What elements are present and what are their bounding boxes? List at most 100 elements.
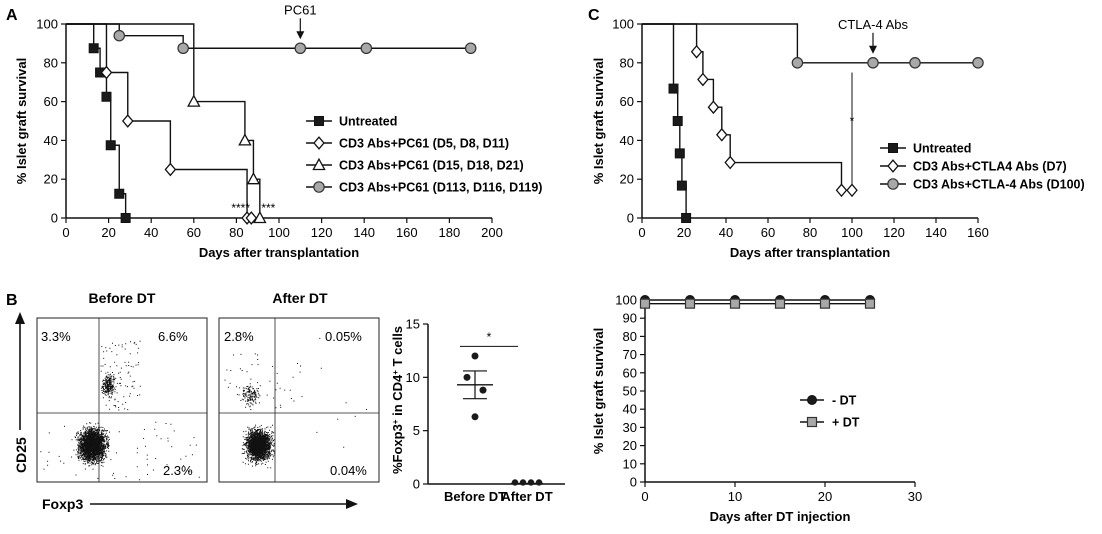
y-tick-label: 60 [620, 94, 634, 109]
x-tick-label: 120 [311, 225, 333, 240]
panel-a-annotations: PC61**** *** [231, 2, 316, 215]
legend-entry: - DT [832, 394, 857, 408]
legend-marker [312, 157, 326, 171]
series-2-point [707, 100, 720, 115]
dotplot-y-axis-title: %Foxp3+ in CD4+ T cells [390, 326, 405, 474]
x-axis-title: Days after transplantation [730, 245, 890, 260]
panel-a-axes: 0 20 40 60 80 100 120 140 160 180 200 0 20 40 60 80 100 D… [14, 17, 503, 261]
x-tick-label: 80 [803, 225, 817, 240]
series-1-point [681, 213, 692, 223]
x-tick-label: 100 [268, 225, 290, 240]
legend-marker [807, 395, 817, 405]
panel-a-series [66, 23, 477, 225]
cd25-axis-label: CD25 [13, 437, 29, 473]
series-2-point [164, 162, 177, 177]
y-tick-label: 50 [623, 384, 637, 399]
flow-plot-before-frame [36, 317, 208, 483]
cd25-arrowhead-icon [15, 312, 25, 324]
panel-b-flow-cytometry: B Before DT After DT 3.3% 6.6% 2.3% 2.8%… [6, 290, 380, 512]
y-tick-label: 20 [44, 172, 58, 187]
series-line-2 [66, 23, 252, 219]
legend-entry: CD3 Abs+CTLA-4 Abs (D100) [913, 178, 1085, 192]
y-tick-label: 40 [44, 133, 58, 148]
panel-d-legend: - DT + DT [800, 394, 860, 430]
series-3-point [972, 57, 984, 69]
y-tick-label: 5 [413, 423, 420, 438]
series-1-point [114, 188, 125, 199]
dotplot-marks: * [457, 330, 543, 486]
series-2-point [864, 298, 876, 309]
x-tick-label: 40 [144, 225, 158, 240]
flow-before-upper-left: 3.3% [41, 329, 71, 344]
series-2-point [724, 155, 737, 170]
y-tick-label: 0 [413, 477, 420, 492]
series-1-point [676, 180, 687, 191]
y-tick-label: 20 [620, 172, 634, 187]
series-1-point [672, 116, 683, 126]
foxp3-arrowhead-icon [346, 499, 358, 509]
flow-dots-after [224, 337, 367, 469]
data-point-before [463, 373, 471, 381]
x-tick-label: 120 [883, 225, 905, 240]
x-axis-title: Days after transplantation [199, 245, 359, 260]
data-point-after [527, 479, 535, 486]
series-2-point [835, 183, 848, 198]
flow-event-dots [224, 353, 301, 469]
series-2-point [774, 298, 786, 309]
panel-c-axes: 0 20 40 60 80 100 120 140 160 0 20 40 60 80 100 Days af… [591, 17, 989, 261]
y-tick-label: 40 [623, 402, 637, 417]
flow-after-lower-right: 0.04% [330, 463, 367, 478]
x-tick-label: 180 [439, 225, 461, 240]
legend-marker [806, 416, 818, 428]
panel-d-dt-survival-chart: 0 10 20 30 0 10 20 30 40 50 60 70 80 90 100 Days after … [591, 293, 922, 525]
series-4-point [177, 42, 189, 55]
data-point-after [511, 479, 519, 486]
series-1-point [101, 91, 112, 102]
y-tick-label: 0 [630, 475, 637, 490]
flow-dots-before [40, 340, 200, 481]
y-tick-label: 0 [51, 211, 58, 226]
x-axis-title: Days after DT injection [710, 509, 851, 524]
data-point-after [535, 479, 543, 486]
legend-marker [313, 181, 325, 193]
x-tick-label: 140 [925, 225, 947, 240]
legend-marker [887, 178, 899, 190]
x-tick-label: 0 [62, 225, 69, 240]
legend-marker [313, 136, 325, 150]
flow-after-upper-right: 0.05% [325, 329, 362, 344]
x-tick-label: 0 [638, 225, 645, 240]
arrow-annotation-label: PC61 [284, 2, 317, 17]
foxp3-axis-label: Foxp3 [42, 496, 83, 512]
series-3-point [238, 133, 252, 146]
x-tick-label: 30 [908, 489, 922, 504]
x-tick-label: 80 [229, 225, 243, 240]
series-line-4 [66, 23, 471, 49]
x-tick-label: 200 [481, 225, 503, 240]
annotation-arrowhead-icon [869, 45, 877, 54]
y-axis-title: % Islet graft survival [591, 58, 606, 184]
series-3-point [253, 210, 267, 224]
panel-c-series [642, 23, 984, 223]
legend-entry: + DT [832, 416, 860, 430]
series-2-point [639, 298, 651, 309]
arrow-annotation-label: CTLA-4 Abs [838, 17, 909, 32]
flow-after-upper-left: 2.8% [224, 329, 254, 344]
panel-c-survival-chart: C 0 20 40 60 80 100 120 140 160 0 20 40 60 80 100 Days … [588, 7, 1085, 260]
series-2-point [100, 65, 113, 80]
data-point-after [519, 479, 527, 486]
legend-entry: CD3 Abs+PC61 (D15, D18, D21) [339, 159, 524, 173]
x-tick-label: 160 [396, 225, 418, 240]
y-tick-label: 15 [406, 317, 420, 332]
y-tick-label: 40 [620, 133, 634, 148]
x-category-label: Before DT [444, 489, 506, 504]
series-1-point [88, 43, 99, 54]
series-4-point [360, 42, 373, 55]
panel-d-series [639, 295, 876, 309]
panel-a-legend: Untreated CD3 Abs+PC61 (D5, D8, D11) CD3 A… [306, 115, 542, 195]
legend-marker [888, 143, 898, 153]
x-category-label: After DT [501, 489, 552, 504]
x-tick-label: 140 [353, 225, 375, 240]
panel-c-annotations: CTLA-4 Abs* [838, 17, 909, 186]
y-tick-label: 100 [615, 293, 637, 308]
